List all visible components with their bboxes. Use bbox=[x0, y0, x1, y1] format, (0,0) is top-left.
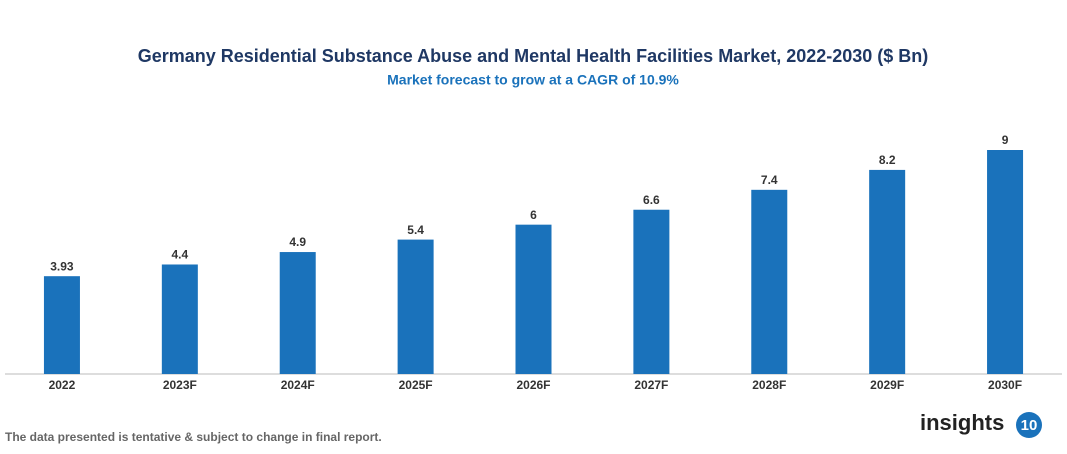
x-tick-label: 2023F bbox=[163, 378, 197, 392]
x-tick-label: 2028F bbox=[752, 378, 786, 392]
x-tick-label: 2027F bbox=[634, 378, 668, 392]
bar bbox=[987, 150, 1024, 374]
bar bbox=[279, 252, 316, 374]
value-label: 9 bbox=[1002, 133, 1009, 147]
bar bbox=[397, 239, 434, 374]
logo-text: insights bbox=[920, 410, 1004, 435]
bar bbox=[515, 224, 552, 374]
bar bbox=[633, 209, 670, 374]
x-tick-label: 2029F bbox=[870, 378, 904, 392]
footnote: The data presented is tentative & subjec… bbox=[5, 430, 382, 444]
x-tick-label: 2022 bbox=[49, 378, 76, 392]
value-label: 4.9 bbox=[289, 235, 306, 249]
x-tick-label: 2026F bbox=[516, 378, 550, 392]
bar bbox=[43, 276, 80, 374]
chart-subtitle: Market forecast to grow at a CAGR of 10.… bbox=[387, 72, 679, 88]
chart-title: Germany Residential Substance Abuse and … bbox=[138, 46, 929, 66]
value-label: 5.4 bbox=[407, 223, 424, 237]
x-tick-label: 2025F bbox=[399, 378, 433, 392]
value-label: 8.2 bbox=[879, 153, 896, 167]
value-label: 6.6 bbox=[643, 193, 660, 207]
value-label: 6 bbox=[530, 208, 537, 222]
logo-badge-circle bbox=[1016, 412, 1042, 438]
x-tick-label: 2030F bbox=[988, 378, 1022, 392]
value-label: 7.4 bbox=[761, 173, 778, 187]
value-label: 3.93 bbox=[50, 259, 74, 273]
x-tick-label: 2024F bbox=[281, 378, 315, 392]
value-label: 4.4 bbox=[171, 248, 188, 262]
bar bbox=[869, 169, 906, 374]
bar bbox=[161, 264, 198, 374]
bar bbox=[751, 189, 788, 374]
logo: insights 10 bbox=[920, 410, 1042, 438]
logo-badge: 10 bbox=[1021, 417, 1038, 434]
